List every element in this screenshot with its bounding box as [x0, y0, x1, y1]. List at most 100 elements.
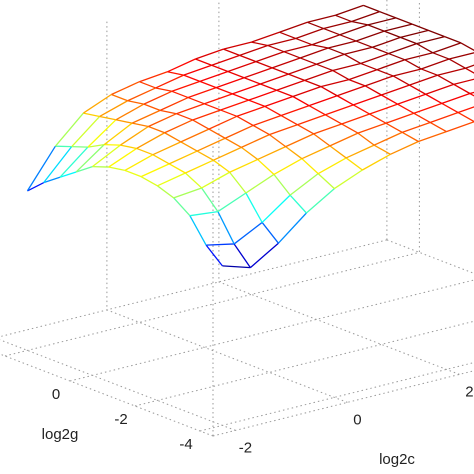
mesh-edge — [376, 59, 406, 71]
mesh-edge — [304, 79, 322, 88]
mesh-edge — [301, 145, 331, 160]
mesh-edge — [196, 137, 226, 152]
mesh-edge — [317, 157, 347, 175]
mesh-edge — [357, 132, 375, 146]
box-edge — [212, 370, 474, 437]
mesh-edge — [229, 158, 258, 173]
mesh-edge — [171, 80, 201, 92]
mesh-edge — [108, 166, 126, 172]
mesh-edge — [264, 95, 294, 108]
mesh-edge — [280, 105, 310, 117]
mesh-edge — [148, 125, 165, 134]
mesh-edge — [167, 58, 196, 73]
mesh-edge — [201, 171, 230, 189]
mesh-edge — [139, 71, 168, 83]
mesh-edge — [341, 123, 359, 134]
mesh-edge — [140, 163, 170, 178]
mesh-edge — [348, 69, 378, 81]
mesh-edge — [299, 57, 317, 65]
mesh-edge — [325, 104, 354, 116]
mesh-edge — [273, 158, 303, 175]
mesh-edge — [360, 52, 389, 65]
mesh-edge — [192, 119, 210, 130]
mesh-edge — [183, 64, 212, 76]
mesh-edge — [465, 64, 474, 69]
mesh-edge — [217, 211, 235, 245]
mesh-edge — [168, 150, 198, 165]
mesh-edge — [239, 54, 257, 63]
y-axis-label: log2g — [42, 426, 79, 443]
mesh-edge — [227, 70, 245, 79]
mesh-edge — [43, 146, 73, 184]
mesh-edge — [400, 36, 417, 45]
mesh-edge — [139, 81, 156, 89]
mesh-edge — [236, 115, 254, 127]
mesh-edge — [241, 146, 259, 160]
mesh-edge — [222, 265, 251, 269]
mesh-edge — [404, 52, 434, 61]
mesh-edge — [288, 73, 305, 81]
mesh-edge — [192, 109, 221, 121]
mesh-edge — [329, 132, 359, 147]
mesh-edge — [111, 81, 140, 96]
mesh-edge — [160, 109, 177, 115]
mesh-edge — [383, 23, 413, 32]
y-tick-label: -4 — [179, 436, 192, 453]
mesh-edge — [469, 92, 474, 97]
mesh-edge — [313, 123, 342, 135]
mesh-edge — [395, 17, 413, 25]
mesh-edge — [432, 52, 450, 60]
mesh-edge — [376, 69, 394, 77]
mesh-edge — [304, 69, 333, 81]
mesh-edge — [220, 99, 249, 111]
mesh-edge — [317, 173, 335, 190]
mesh-edge — [248, 99, 266, 108]
mesh-edge — [155, 74, 184, 89]
mesh-edge — [353, 104, 370, 115]
mesh-edge — [205, 244, 223, 267]
mesh-edge — [369, 113, 387, 124]
mesh-edge — [299, 47, 329, 59]
y-tick-label: 0 — [52, 386, 60, 403]
mesh-edge — [248, 89, 277, 101]
mesh-edge — [457, 111, 474, 123]
mesh-edge — [271, 57, 301, 69]
mesh-edge — [252, 124, 270, 136]
mesh-edge — [344, 46, 373, 55]
mesh-edge — [420, 68, 438, 76]
mesh-edge — [143, 90, 173, 105]
mesh-edge — [269, 124, 298, 136]
mesh-edge — [251, 31, 280, 43]
mesh-edge — [416, 43, 434, 54]
mesh-edge — [183, 74, 201, 83]
mesh-edge — [413, 112, 431, 124]
mesh-edge — [276, 79, 305, 91]
mesh-edge — [206, 243, 235, 246]
mesh-edge — [243, 67, 273, 79]
mesh-edge — [297, 114, 326, 126]
mesh-edge — [261, 194, 291, 223]
mesh-edge — [152, 154, 170, 165]
mesh-edge — [283, 44, 313, 53]
mesh-edge — [92, 144, 121, 168]
mesh-edge — [252, 114, 282, 127]
mesh-edge — [348, 78, 366, 87]
mesh-edge — [372, 46, 389, 55]
mesh-edge — [441, 92, 471, 105]
mesh-edge — [204, 103, 221, 111]
mesh-edge — [335, 4, 364, 16]
mesh-edge — [120, 144, 137, 150]
mesh-edge — [157, 185, 175, 199]
mesh-edge — [232, 93, 249, 101]
mesh-edge — [437, 74, 454, 85]
mesh-edge — [400, 29, 429, 39]
mesh-edge — [220, 109, 238, 117]
mesh-edge — [465, 67, 474, 74]
box-edge — [0, 239, 388, 338]
mesh-edge — [208, 115, 238, 130]
mesh-edge — [292, 95, 310, 107]
mesh-edge — [285, 133, 314, 148]
mesh-edge — [404, 59, 422, 70]
mesh-edge — [251, 41, 268, 47]
mesh-edge — [195, 58, 212, 66]
